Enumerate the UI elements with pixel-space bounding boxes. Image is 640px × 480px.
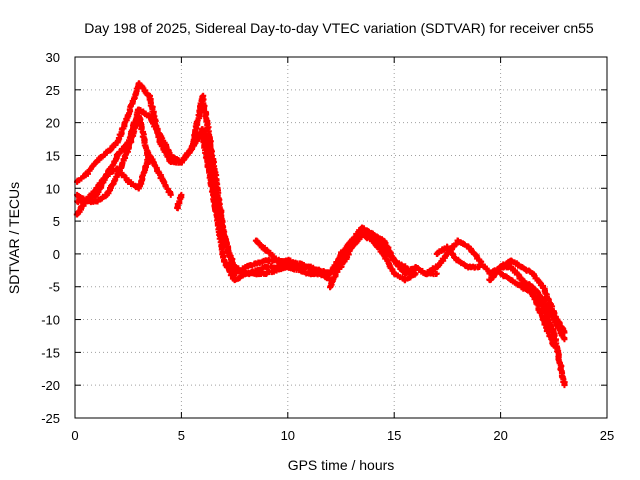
- series-track-10: [337, 231, 419, 284]
- track-segment: [338, 238, 355, 257]
- series-track-4: [74, 113, 153, 206]
- track-segment: [380, 251, 397, 276]
- track-segment: [103, 139, 119, 155]
- y-axis-label: SDTVAR / TECUs: [6, 182, 22, 294]
- track-segment: [92, 149, 109, 166]
- y-tick-label: -15: [41, 345, 60, 360]
- series-track-13: [486, 263, 568, 343]
- y-tick-label: 5: [53, 214, 60, 229]
- track-segment: [114, 147, 131, 178]
- axis-ticks: 0 5 10 15 20 25 -25 -20 -15 -10 -5 0 5 10 15 20 25 30: [41, 50, 614, 443]
- series-track-15: [518, 276, 557, 349]
- x-tick-label: 15: [387, 428, 401, 443]
- series-track-2: [74, 106, 334, 284]
- track-segment: [253, 237, 280, 264]
- track-segment: [174, 193, 185, 212]
- track-segment: [455, 256, 470, 270]
- track-segment: [82, 160, 98, 179]
- track-segment: [369, 230, 386, 250]
- y-tick-label: 0: [53, 247, 60, 262]
- y-tick-label: -10: [41, 313, 60, 328]
- track-segment: [402, 263, 418, 276]
- x-axis-label: GPS time / hours: [288, 457, 395, 473]
- data-marks: [73, 80, 568, 389]
- chart-title: Day 198 of 2025, Sidereal Day-to-day VTE…: [84, 20, 594, 36]
- series-track-5: [174, 191, 185, 212]
- y-tick-label: -25: [41, 411, 60, 426]
- x-tick-label: 20: [493, 428, 507, 443]
- track-segment: [391, 270, 407, 282]
- track-segment: [199, 133, 217, 198]
- track-segment: [168, 152, 184, 165]
- track-segment: [135, 113, 153, 164]
- x-tick-label: 0: [71, 428, 78, 443]
- y-tick-label: 25: [46, 83, 60, 98]
- track-segment: [432, 251, 450, 270]
- series-track-9: [326, 230, 419, 277]
- track-segment: [497, 269, 514, 283]
- track-segment: [231, 271, 248, 283]
- track-segment: [551, 316, 568, 341]
- y-tick-label: 30: [46, 50, 60, 65]
- track-segment: [210, 191, 228, 263]
- track-segment: [518, 264, 536, 277]
- y-tick-label: 15: [46, 148, 60, 163]
- track-segment: [358, 231, 375, 244]
- y-tick-label: 20: [46, 116, 60, 131]
- track-segment: [539, 297, 557, 323]
- series-track-7: [252, 237, 302, 271]
- x-tick-label: 10: [281, 428, 295, 443]
- track-segment: [337, 245, 355, 270]
- track-segment: [242, 257, 269, 271]
- track-segment: [369, 238, 386, 257]
- track-segment: [539, 282, 557, 315]
- series-track-14: [497, 269, 568, 389]
- series-track-12: [433, 243, 483, 271]
- track-segment: [380, 244, 397, 263]
- track-segment: [156, 132, 173, 158]
- grid-lines: [75, 57, 607, 418]
- y-tick-label: -20: [41, 378, 60, 393]
- track-segment: [529, 290, 546, 322]
- plot-frame: [74, 56, 608, 419]
- track-segment: [178, 147, 195, 166]
- x-tick-label: 25: [600, 428, 614, 443]
- track-segment: [114, 113, 131, 146]
- track-segment: [518, 276, 536, 296]
- track-segment: [486, 265, 504, 283]
- track-segment: [465, 243, 483, 263]
- track-segment: [401, 271, 418, 284]
- track-segment: [274, 257, 301, 270]
- track-segment: [157, 172, 174, 197]
- track-segment: [529, 284, 545, 302]
- track-segment: [125, 114, 142, 152]
- y-tick-label: 10: [46, 181, 60, 196]
- track-segment: [434, 245, 449, 258]
- x-tick-label: 5: [178, 428, 185, 443]
- track-segment: [465, 263, 481, 271]
- track-segment: [507, 276, 525, 289]
- track-segment: [539, 316, 556, 348]
- track-segment: [125, 178, 141, 191]
- y-tick-label: -5: [48, 280, 60, 295]
